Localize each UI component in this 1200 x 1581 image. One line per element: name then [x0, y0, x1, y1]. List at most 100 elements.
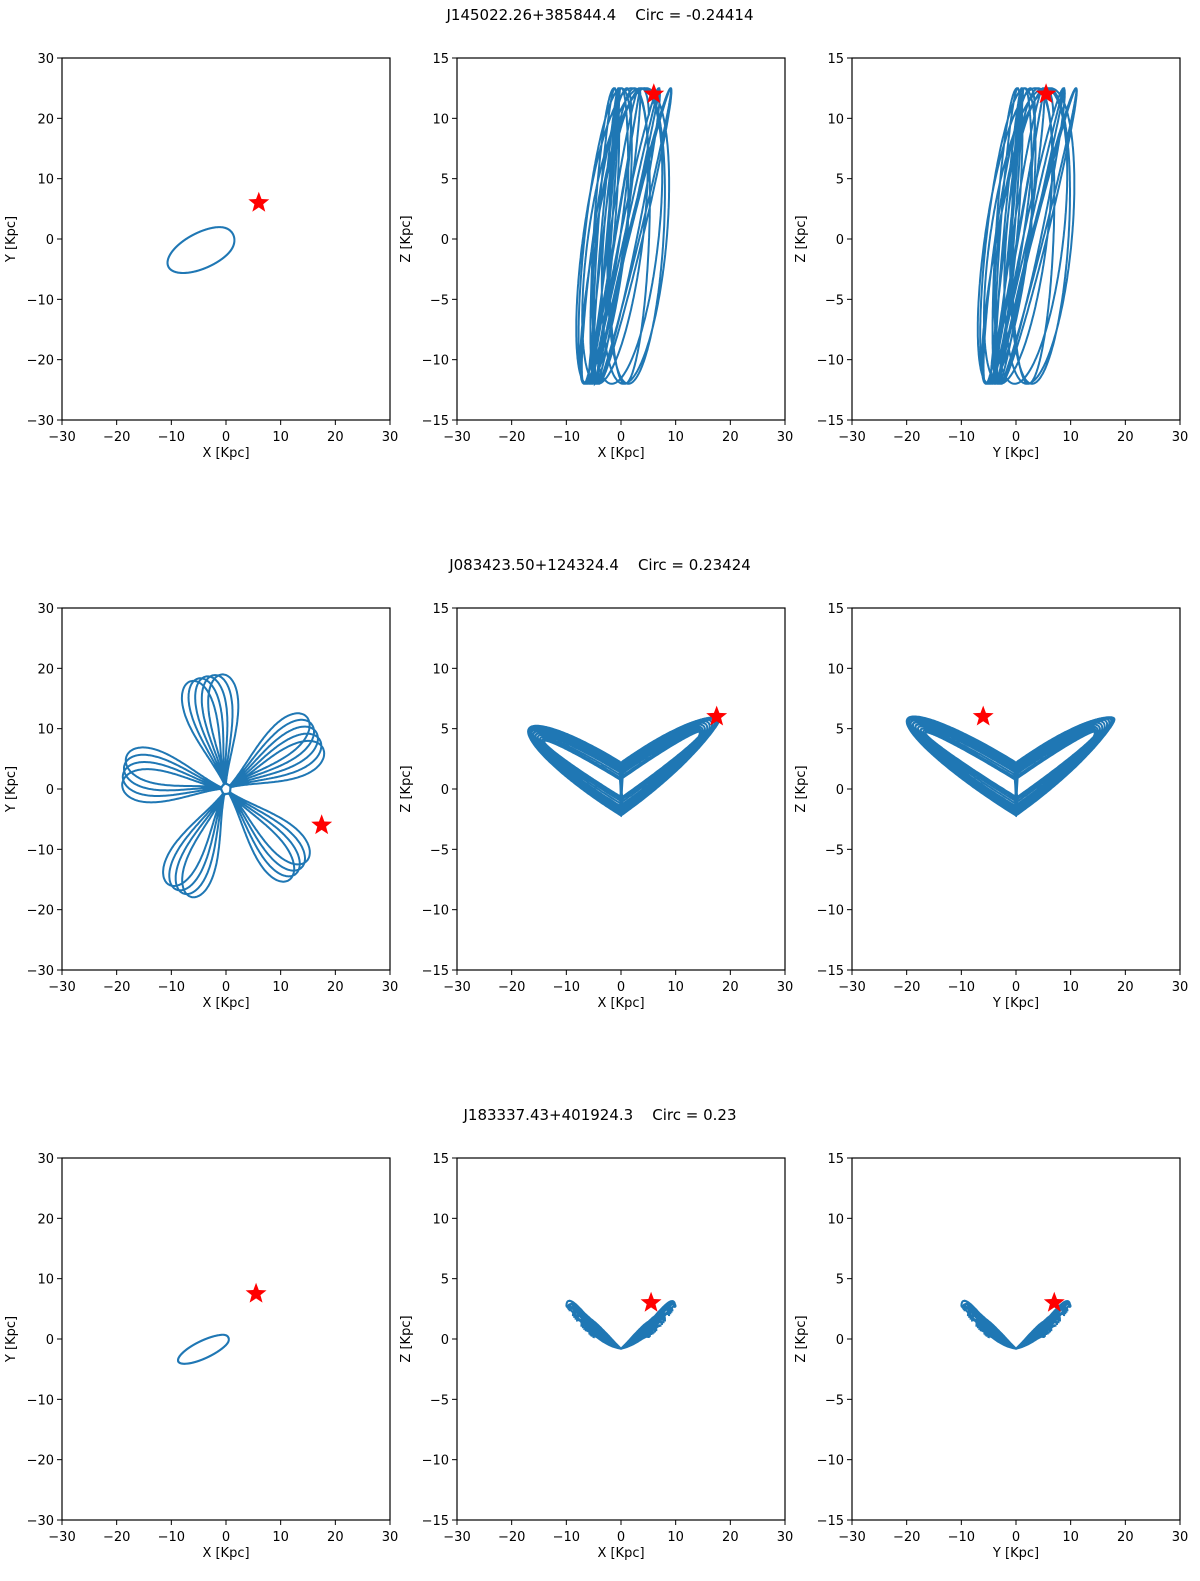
- y-tick-label: 15: [827, 52, 844, 67]
- x-tick-label: 10: [272, 1530, 289, 1545]
- panel-2-xz: −30 −20 −10 0 10 20 30 −15 −10 −5 0 5 10 15 X [Kpc] Z […: [399, 602, 793, 1011]
- x-tick-label: −10: [553, 430, 580, 445]
- y-tick-label: 15: [432, 602, 449, 617]
- star-marker: [245, 1282, 267, 1303]
- y-tick-label: 10: [432, 662, 449, 677]
- panel-1-xy: −30 −20 −10 0 10 20 30 −30 −20 −10 0 10 20 30 X [Kpc] Y…: [4, 52, 398, 461]
- x-tick-label: 20: [722, 430, 739, 445]
- y-tick-label: 0: [46, 783, 54, 798]
- y-tick-label: −15: [422, 1514, 449, 1529]
- x-tick-label: 20: [722, 1530, 739, 1545]
- y-tick-label: 20: [37, 112, 54, 127]
- row-title-2: J083423.50+124324.4 Circ = 0.23424: [449, 556, 751, 574]
- x-tick-label: −10: [158, 980, 185, 995]
- x-tick-label: −20: [893, 980, 920, 995]
- x-tick-label: 0: [617, 430, 625, 445]
- x-tick-label: 10: [1062, 430, 1079, 445]
- y-tick-label: 10: [37, 723, 54, 738]
- orbit-line: [527, 716, 721, 818]
- x-tick-label: −10: [158, 1530, 185, 1545]
- y-tick-label: 0: [836, 783, 844, 798]
- y-tick-label: 0: [441, 233, 449, 248]
- x-tick-label: 30: [382, 430, 399, 445]
- x-tick-label: −20: [498, 980, 525, 995]
- row-title-3: J183337.43+401924.3 Circ = 0.23: [463, 1106, 737, 1124]
- y-tick-label: −10: [27, 843, 54, 858]
- x-tick-label: 30: [382, 1530, 399, 1545]
- y-tick-label: −30: [27, 1514, 54, 1529]
- x-tick-label: 10: [1062, 1530, 1079, 1545]
- y-tick-label: −5: [825, 1393, 844, 1408]
- x-tick-label: −20: [893, 430, 920, 445]
- x-tick-label: −30: [443, 1530, 470, 1545]
- y-axis-label: Z [Kpc]: [399, 765, 414, 812]
- orbit-line: [166, 226, 236, 274]
- star-marker: [248, 191, 270, 212]
- x-tick-label: −20: [103, 980, 130, 995]
- row-title-1: J145022.26+385844.4 Circ = -0.24414: [446, 6, 754, 24]
- y-tick-label: 20: [37, 662, 54, 677]
- y-tick-label: −10: [27, 1393, 54, 1408]
- y-tick-label: 0: [441, 783, 449, 798]
- y-tick-label: −10: [422, 904, 449, 919]
- x-tick-label: −30: [443, 430, 470, 445]
- panel-2-yz: −30 −20 −10 0 10 20 30 −15 −10 −5 0 5 10 15 Y [Kpc] Z […: [794, 602, 1188, 1011]
- x-axis-label: X [Kpc]: [202, 1546, 249, 1561]
- y-tick-label: −15: [422, 964, 449, 979]
- y-axis-label: Y [Kpc]: [4, 1316, 19, 1363]
- orbit-line: [176, 1333, 230, 1365]
- x-tick-label: −10: [553, 980, 580, 995]
- x-tick-label: 20: [327, 430, 344, 445]
- panel-1-yz: −30 −20 −10 0 10 20 30 −15 −10 −5 0 5 10 15 Y [Kpc] Z […: [794, 52, 1188, 461]
- x-tick-label: 20: [1117, 430, 1134, 445]
- y-tick-label: 10: [827, 662, 844, 677]
- y-tick-label: −10: [817, 1454, 844, 1469]
- y-tick-label: 10: [37, 173, 54, 188]
- x-tick-label: 30: [777, 430, 794, 445]
- y-tick-label: −5: [825, 843, 844, 858]
- y-axis-label: Z [Kpc]: [794, 765, 809, 812]
- orbit-line: [565, 1299, 677, 1351]
- x-tick-label: −10: [948, 1530, 975, 1545]
- y-tick-label: −15: [422, 414, 449, 429]
- y-axis-label: Z [Kpc]: [794, 1315, 809, 1362]
- y-tick-label: −15: [817, 414, 844, 429]
- x-axis-label: X [Kpc]: [597, 1546, 644, 1561]
- x-tick-label: 0: [222, 1530, 230, 1545]
- x-tick-label: −20: [498, 1530, 525, 1545]
- axes-frame: [456, 1157, 786, 1521]
- star-marker: [640, 1291, 662, 1312]
- y-tick-label: 10: [827, 1212, 844, 1227]
- axes-frame: [61, 1157, 391, 1521]
- x-tick-label: −30: [48, 1530, 75, 1545]
- orbit-line: [121, 673, 326, 899]
- x-tick-label: −30: [48, 430, 75, 445]
- x-tick-label: 10: [1062, 980, 1079, 995]
- y-axis-label: Z [Kpc]: [399, 215, 414, 262]
- star-marker: [311, 814, 333, 835]
- y-tick-label: 30: [37, 1152, 54, 1167]
- y-tick-label: 10: [37, 1273, 54, 1288]
- y-tick-label: 0: [46, 233, 54, 248]
- y-tick-label: 0: [46, 1333, 54, 1348]
- star-marker: [643, 83, 665, 104]
- y-tick-label: 10: [432, 1212, 449, 1227]
- x-tick-label: −20: [103, 1530, 130, 1545]
- x-tick-label: −20: [893, 1530, 920, 1545]
- x-axis-label: X [Kpc]: [597, 996, 644, 1011]
- axes-frame: [61, 57, 391, 421]
- y-axis-label: Y [Kpc]: [4, 216, 19, 263]
- x-tick-label: 0: [1012, 430, 1020, 445]
- x-tick-label: 10: [667, 980, 684, 995]
- star-marker: [1035, 83, 1057, 104]
- x-tick-label: 20: [327, 980, 344, 995]
- star-marker: [1043, 1291, 1065, 1312]
- x-tick-label: 20: [1117, 1530, 1134, 1545]
- x-tick-label: −30: [838, 1530, 865, 1545]
- x-axis-label: Y [Kpc]: [992, 996, 1039, 1011]
- x-axis-label: Y [Kpc]: [992, 1546, 1039, 1561]
- y-tick-label: 10: [827, 112, 844, 127]
- x-tick-label: 0: [1012, 980, 1020, 995]
- y-tick-label: −10: [422, 354, 449, 369]
- x-tick-label: 30: [777, 1530, 794, 1545]
